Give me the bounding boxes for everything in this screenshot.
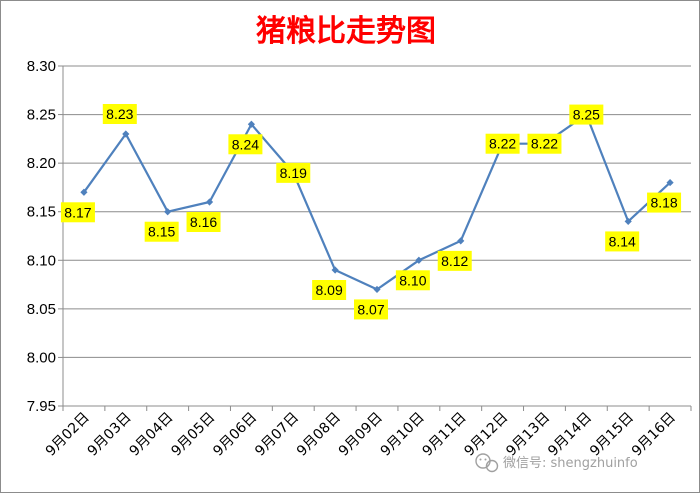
x-tick-label: 9月12日 xyxy=(461,410,511,460)
data-label: 8.23 xyxy=(106,106,133,122)
x-tick-label: 9月10日 xyxy=(378,410,428,460)
data-label-bg xyxy=(354,299,388,320)
data-label: 8.09 xyxy=(316,282,343,298)
series-path xyxy=(83,113,671,291)
data-point xyxy=(457,237,465,245)
y-tick-label: 7.95 xyxy=(27,398,56,415)
data-label-bg xyxy=(144,221,179,242)
x-tick-label: 9月02日 xyxy=(43,410,93,460)
data-label: 8.22 xyxy=(489,136,516,152)
x-tick-label: 9月07日 xyxy=(252,410,302,460)
watermark: 微信号: shengzhuinfo xyxy=(475,453,638,473)
data-label-bg xyxy=(647,192,682,213)
x-tick-label: 9月09日 xyxy=(336,410,386,460)
data-label-bg xyxy=(485,133,520,154)
data-label: 8.19 xyxy=(280,165,307,181)
x-tick-label: 9月08日 xyxy=(294,410,344,460)
data-label-bg xyxy=(312,280,347,300)
data-point xyxy=(247,120,255,128)
data-point xyxy=(80,188,88,196)
x-tick-label: 9月03日 xyxy=(85,410,135,460)
data-label-bg xyxy=(228,134,263,155)
y-tick-label: 8.30 xyxy=(27,58,56,75)
series-line xyxy=(80,110,674,294)
x-tick-label: 9月13日 xyxy=(503,410,553,460)
x-tick-label: 9月04日 xyxy=(126,410,176,460)
data-label-bg xyxy=(605,231,640,252)
data-label-bg xyxy=(60,202,95,223)
data-label-bg xyxy=(437,250,472,271)
x-tick-label: 9月15日 xyxy=(587,410,637,460)
data-point xyxy=(164,208,172,216)
data-label: 8.14 xyxy=(609,233,636,249)
data-label-bg xyxy=(276,162,311,183)
chart-title: 猪粮比走势图 xyxy=(256,14,436,49)
data-labels: 8.17 8.23 8.15 8.16 8.24 8.19 8.09 8.07 8.10 8.12… xyxy=(60,104,682,320)
data-label: 8.22 xyxy=(531,136,558,152)
data-label: 8.12 xyxy=(441,253,468,269)
y-tick-label: 8.00 xyxy=(27,349,56,366)
x-axis-ticks: 9月02日9月03日9月04日9月05日9月06日9月07日9月08日9月09日… xyxy=(43,410,679,460)
y-tick-label: 8.05 xyxy=(27,301,56,318)
data-point xyxy=(205,198,214,206)
data-label: 8.15 xyxy=(148,224,175,240)
y-tick-label: 8.25 xyxy=(27,107,56,124)
x-tick-label: 9月06日 xyxy=(210,410,260,460)
data-label-bg xyxy=(186,212,221,232)
data-point xyxy=(624,217,632,226)
data-label: 8.16 xyxy=(190,214,217,230)
data-point xyxy=(373,285,381,294)
x-tick-label: 9月16日 xyxy=(629,410,679,460)
data-label-bg xyxy=(527,133,562,154)
data-point xyxy=(666,178,674,187)
y-tick-label: 8.20 xyxy=(27,155,56,172)
x-tick-label: 9月11日 xyxy=(420,410,470,460)
data-point xyxy=(415,256,423,264)
y-tick-label: 8.10 xyxy=(27,252,56,269)
wechat-icon xyxy=(475,453,499,473)
data-label: 8.07 xyxy=(357,301,384,317)
data-label: 8.25 xyxy=(573,107,600,123)
data-label: 8.18 xyxy=(650,195,677,211)
data-label: 8.10 xyxy=(399,272,426,288)
axes xyxy=(58,65,692,411)
x-tick-label: 9月05日 xyxy=(168,410,218,460)
data-label: 8.17 xyxy=(64,204,91,220)
data-label-bg xyxy=(569,104,604,125)
data-label: 8.24 xyxy=(232,136,259,152)
watermark-text: 微信号: shengzhuinfo xyxy=(503,456,638,471)
x-tick-label: 9月14日 xyxy=(545,410,595,460)
y-axis-ticks: 7.95 8.00 8.05 8.10 8.15 8.20 8.25 8.30 xyxy=(27,58,56,415)
data-label-bg xyxy=(102,104,137,124)
data-label-bg xyxy=(395,270,430,291)
y-tick-label: 8.15 xyxy=(27,204,56,221)
data-point xyxy=(122,130,130,138)
data-point xyxy=(331,266,339,274)
